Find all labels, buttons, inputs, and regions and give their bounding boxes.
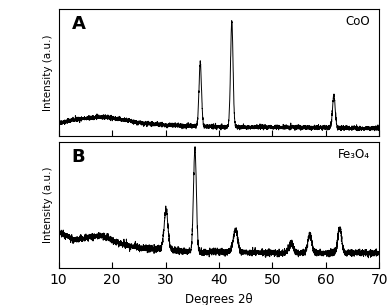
Y-axis label: Intensity (a.u.): Intensity (a.u.) [43,34,53,111]
Y-axis label: Intensity (a.u.): Intensity (a.u.) [43,167,53,243]
Text: Fe₃O₄: Fe₃O₄ [338,148,369,161]
Text: B: B [72,148,85,166]
X-axis label: Degrees 2θ: Degrees 2θ [185,293,253,305]
Text: CoO: CoO [345,16,369,28]
Text: A: A [72,16,85,34]
